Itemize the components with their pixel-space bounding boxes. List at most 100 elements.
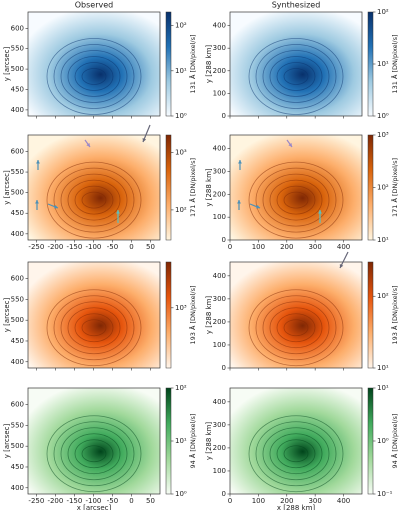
solar-image: [28, 12, 160, 116]
y-tick-label: 400: [213, 145, 226, 153]
colorbar-tick-label: 10³: [175, 304, 187, 312]
axes-frame: [27, 11, 161, 117]
x-tick-label: 0: [129, 243, 133, 251]
arrow-head: [237, 200, 241, 204]
y-tick-label: 0: [222, 112, 226, 120]
arrow-head: [256, 204, 260, 209]
x-tick-label: -250: [28, 497, 44, 505]
arrow-head: [54, 204, 58, 209]
x-tick-label: 200: [280, 497, 293, 505]
y-tick-label: 0: [222, 364, 226, 372]
loops: [248, 289, 344, 367]
x-tick-label: -150: [66, 497, 82, 505]
y-tick-label: 0: [222, 236, 226, 244]
x-tick-label: 100: [252, 243, 265, 251]
colorbar-label: 131 Å [DN/pixel/s]: [390, 34, 399, 93]
x-axis-label: x [288 km]: [277, 504, 316, 510]
y-axis-label: y [288 km]: [205, 296, 213, 335]
y-tick-label: 400: [11, 106, 24, 114]
x-tick-label: 300: [308, 243, 321, 251]
colorbar-tick-label: 10³: [377, 131, 389, 139]
x-tick-label: -150: [66, 243, 82, 251]
y-tick-label: 200: [213, 67, 226, 75]
x-tick-label: 50: [146, 497, 155, 505]
arrow-head: [35, 200, 39, 204]
x-tick-label: -50: [107, 243, 118, 251]
loops: [248, 161, 344, 239]
x-tick-label: 0: [129, 497, 133, 505]
y-tick-label: 500: [11, 442, 24, 450]
solar-image: [230, 388, 362, 494]
y-tick-label: 400: [213, 272, 226, 280]
y-axis-label: y [arcsec]: [3, 46, 11, 81]
y-tick-label: 600: [11, 24, 24, 32]
y-tick-label: 100: [213, 467, 226, 475]
colorbar: [165, 11, 172, 117]
y-tick-label: 500: [11, 65, 24, 73]
colorbar: [367, 387, 374, 495]
colorbar-tick-label: 10¹: [175, 67, 187, 75]
y-tick-label: 400: [11, 358, 24, 366]
arrow-head: [116, 210, 120, 214]
y-tick-label: 450: [11, 337, 24, 345]
colorbar-tick-label: 10²: [377, 292, 389, 300]
colorbar: [367, 134, 374, 241]
y-tick-label: 400: [213, 398, 226, 406]
colorbar-tick-label: 10²: [377, 8, 389, 16]
colorbar-label: 171 Å [DN/pixel/s]: [188, 158, 197, 217]
y-tick-label: 600: [11, 147, 24, 155]
solar-image: [28, 388, 160, 494]
y-tick-label: 450: [11, 85, 24, 93]
x-tick-label: -250: [28, 243, 44, 251]
colorbar: [165, 261, 172, 369]
y-tick-label: 200: [213, 444, 226, 452]
colorbar: [165, 387, 172, 495]
colorbar-label: 193 Å [DN/pixel/s]: [188, 285, 197, 344]
arrow-head: [238, 160, 242, 164]
x-tick-label: 300: [308, 497, 321, 505]
loops: [248, 38, 344, 115]
axes-frame: [27, 134, 161, 241]
colorbar-tick-label: 10¹: [377, 60, 389, 68]
colorbar: [367, 261, 374, 369]
solar-image: [230, 262, 362, 368]
colorbar-tick-label: 10⁰: [175, 112, 187, 120]
y-axis-label: y [arcsec]: [3, 297, 11, 332]
arrow-head: [36, 160, 40, 164]
colorbar-tick-label: 10²: [175, 384, 187, 392]
y-tick-label: 400: [213, 22, 226, 30]
y-tick-label: 300: [213, 421, 226, 429]
y-axis-label: y [arcsec]: [3, 423, 11, 458]
colorbar-tick-label: 10²: [175, 22, 187, 30]
x-tick-label: -200: [47, 243, 63, 251]
column-title: Synthesized: [272, 1, 321, 10]
colorbar-tick-label: 10¹: [377, 364, 389, 372]
y-tick-label: 500: [11, 316, 24, 324]
x-tick-label: -50: [107, 497, 118, 505]
y-tick-label: 450: [11, 463, 24, 471]
arrow-head: [86, 143, 90, 147]
colorbar-tick-label: 10⁰: [377, 437, 389, 445]
y-tick-label: 100: [213, 213, 226, 221]
loops: [46, 161, 142, 239]
colorbar-tick-label: 10⁰: [377, 112, 389, 120]
axes-frame: [229, 134, 363, 241]
x-tick-label: 100: [252, 497, 265, 505]
colorbar-tick-label: 10²: [377, 184, 389, 192]
colorbar-tick-label: 10⁻¹: [377, 490, 393, 498]
arrow-head: [288, 143, 292, 147]
y-tick-label: 200: [213, 190, 226, 198]
colorbar-label: 131 Å [DN/pixel/s]: [188, 34, 197, 93]
colorbar-tick-label: 10¹: [175, 437, 187, 445]
axes-frame: [229, 11, 363, 117]
colorbar-label: 193 Å [DN/pixel/s]: [390, 285, 399, 344]
solar-image: [28, 262, 160, 368]
x-tick-label: 200: [280, 243, 293, 251]
x-tick-label: 0: [228, 497, 232, 505]
x-tick-label: -200: [47, 497, 63, 505]
y-tick-label: 200: [213, 318, 226, 326]
x-tick-label: 400: [337, 243, 350, 251]
y-tick-label: 600: [11, 401, 24, 409]
loops: [248, 415, 344, 493]
